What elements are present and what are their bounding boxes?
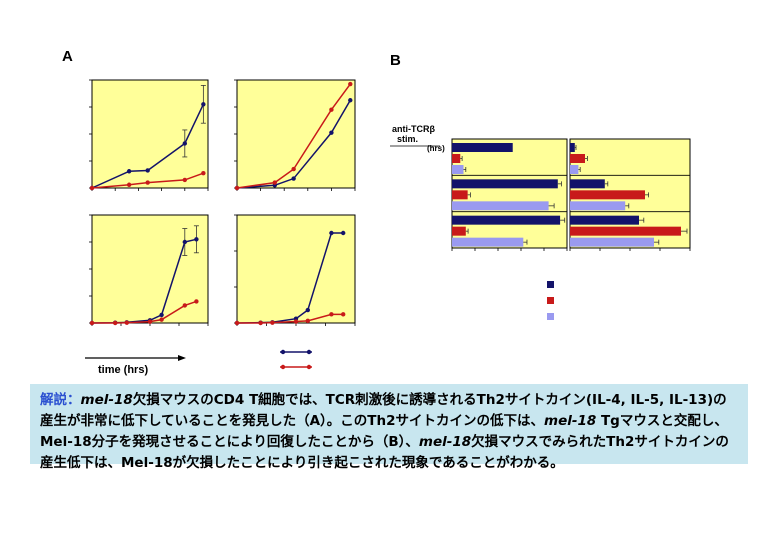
bar bbox=[570, 179, 605, 189]
data-point bbox=[234, 185, 240, 191]
data-point bbox=[182, 177, 187, 183]
legend-swatch bbox=[547, 297, 554, 304]
panel-a-charts bbox=[89, 79, 356, 326]
bar bbox=[570, 190, 645, 200]
bar bbox=[452, 215, 561, 225]
caption-box: 解説：mel-18欠損マウスのCD4 T細胞では、TCR刺激後に誘導されるTh2… bbox=[30, 384, 748, 471]
legend-b bbox=[547, 281, 554, 320]
data-point bbox=[201, 102, 206, 107]
bar bbox=[570, 226, 681, 236]
data-point bbox=[329, 230, 334, 236]
legend-a-item bbox=[280, 349, 312, 355]
data-point bbox=[305, 318, 310, 324]
time-arrow-head bbox=[178, 355, 186, 361]
data-point bbox=[89, 320, 95, 326]
caption-text-2: Tgマウスと交配し、Mel-18分子を発現させることにより回復したことから（B）… bbox=[40, 413, 728, 450]
data-point bbox=[182, 239, 187, 245]
plot-area bbox=[236, 79, 356, 189]
data-point bbox=[293, 319, 299, 324]
legend-a bbox=[280, 349, 312, 370]
bar-chart-1 bbox=[569, 138, 691, 251]
bar bbox=[452, 165, 464, 174]
bar bbox=[570, 143, 575, 152]
stim-label: stim. bbox=[397, 134, 418, 144]
line-chart-1 bbox=[234, 79, 356, 191]
bar bbox=[452, 154, 461, 163]
panel-b-label: B bbox=[390, 52, 401, 69]
bar bbox=[452, 226, 466, 236]
bar bbox=[452, 190, 468, 200]
data-point bbox=[201, 170, 206, 176]
data-point bbox=[124, 320, 129, 325]
bar bbox=[452, 237, 524, 247]
time-axis-label: time (hrs) bbox=[98, 364, 148, 376]
hrs-label: (hrs) bbox=[427, 144, 445, 153]
data-point bbox=[329, 107, 334, 112]
caption-gene-2: mel-18 bbox=[544, 413, 597, 429]
legend-marker bbox=[280, 364, 286, 370]
legend-a-item bbox=[280, 364, 312, 370]
bar bbox=[570, 201, 626, 211]
data-point bbox=[194, 299, 199, 304]
line-chart-2 bbox=[89, 214, 209, 326]
data-point bbox=[194, 237, 199, 242]
data-point bbox=[182, 303, 187, 308]
data-point bbox=[147, 319, 153, 324]
bar bbox=[570, 165, 579, 174]
data-point bbox=[89, 185, 95, 191]
bar-chart-0 bbox=[451, 138, 568, 251]
bar bbox=[570, 237, 654, 247]
data-point bbox=[329, 130, 334, 135]
data-point bbox=[341, 230, 346, 236]
anti-tcr-label: anti-TCRβ bbox=[392, 124, 435, 134]
plot-area bbox=[91, 79, 209, 189]
legend-b-item bbox=[547, 297, 554, 304]
bar bbox=[452, 201, 549, 211]
data-point bbox=[341, 312, 346, 317]
data-point bbox=[145, 168, 150, 173]
caption-text-1: 欠損マウスのCD4 T細胞では、TCR刺激後に誘導されるTh2サイトカイン(IL… bbox=[40, 392, 727, 429]
plot-area bbox=[236, 214, 356, 324]
data-point bbox=[348, 98, 353, 103]
data-point bbox=[291, 176, 296, 181]
data-point bbox=[159, 312, 164, 318]
legend-b-item bbox=[547, 281, 554, 288]
data-point bbox=[348, 81, 353, 87]
data-point bbox=[291, 166, 296, 172]
line-chart-0 bbox=[89, 79, 209, 191]
data-point bbox=[270, 320, 275, 325]
data-point bbox=[272, 180, 277, 185]
plot-area bbox=[91, 214, 209, 324]
data-point bbox=[329, 312, 334, 317]
plot-area bbox=[451, 138, 568, 249]
data-point bbox=[159, 317, 164, 322]
bar bbox=[452, 179, 558, 189]
data-point bbox=[234, 320, 240, 326]
caption-text-3: 欠損マウスでみられたTh2サイトカインの産生低下は、Mel-18が欠損したことに… bbox=[40, 434, 729, 471]
bar bbox=[452, 143, 513, 152]
bar bbox=[570, 215, 639, 225]
legend-swatch bbox=[547, 313, 554, 320]
legend-b-item bbox=[547, 313, 554, 320]
panel-a-label: A bbox=[62, 48, 73, 65]
data-point bbox=[182, 141, 187, 146]
caption-gene-3: mel-18 bbox=[418, 434, 472, 450]
caption-gene-1: mel-18 bbox=[80, 392, 133, 408]
data-point bbox=[258, 320, 263, 326]
data-point bbox=[126, 182, 132, 187]
legend-marker bbox=[306, 364, 312, 370]
legend-marker bbox=[306, 349, 312, 355]
figure: A B time (hrs) anti-TCRβ stim. (hrs) bbox=[62, 48, 691, 376]
data-point bbox=[145, 180, 150, 185]
legend-swatch bbox=[547, 281, 554, 288]
legend-marker bbox=[280, 349, 286, 355]
panel-b-charts bbox=[451, 138, 691, 251]
line-chart-3 bbox=[234, 214, 356, 326]
data-point bbox=[113, 320, 118, 326]
bar bbox=[570, 154, 585, 163]
data-point bbox=[305, 307, 310, 313]
data-point bbox=[126, 169, 132, 174]
caption-lead: 解説： bbox=[40, 392, 81, 408]
